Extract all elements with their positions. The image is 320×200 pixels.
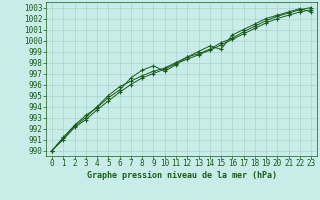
- X-axis label: Graphe pression niveau de la mer (hPa): Graphe pression niveau de la mer (hPa): [87, 171, 276, 180]
